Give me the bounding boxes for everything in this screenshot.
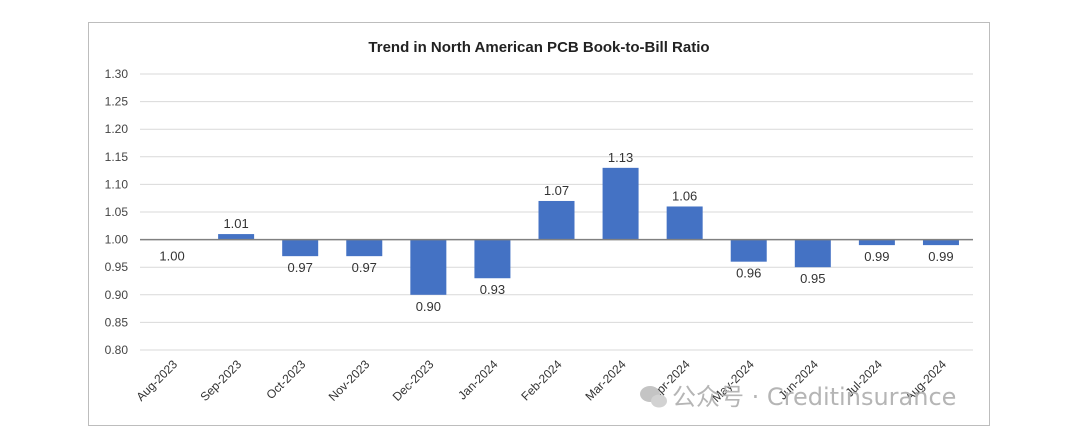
x-tick-label: Feb-2024 xyxy=(518,357,564,403)
data-label: 0.93 xyxy=(480,282,505,297)
x-tick-label: Mar-2024 xyxy=(582,357,628,403)
y-tick-label: 0.90 xyxy=(105,288,129,302)
x-tick-label: Aug-2023 xyxy=(133,357,180,404)
x-tick-label: Oct-2023 xyxy=(264,357,309,402)
data-label: 0.99 xyxy=(928,249,953,264)
bar xyxy=(730,239,767,262)
x-tick-label: Sep-2023 xyxy=(198,357,245,404)
data-label: 0.96 xyxy=(736,266,761,281)
data-label: 1.07 xyxy=(544,183,569,198)
y-tick-label: 0.85 xyxy=(105,315,129,329)
y-tick-label: 1.30 xyxy=(105,67,129,81)
bar xyxy=(410,239,447,295)
bar xyxy=(794,239,831,268)
y-tick-label: 1.25 xyxy=(105,95,129,109)
data-label: 0.97 xyxy=(288,260,313,275)
bar xyxy=(922,239,959,246)
x-tick-label: Nov-2023 xyxy=(326,357,373,404)
bar xyxy=(858,239,895,246)
watermark-text: 公众号 · Creditinsurance xyxy=(672,383,956,411)
x-tick-label: Jan-2024 xyxy=(455,357,501,403)
bar xyxy=(282,239,319,257)
data-label: 1.06 xyxy=(672,188,697,203)
data-label: 0.97 xyxy=(352,260,377,275)
data-labels: 1.00 1.01 0.97 0.97 0.90 0.93 1.07 1.13 1.06 0.96… xyxy=(159,150,953,314)
bar xyxy=(474,239,511,279)
bar xyxy=(538,200,575,240)
data-label: 0.99 xyxy=(864,249,889,264)
bars xyxy=(218,167,959,295)
x-tick-label: Dec-2023 xyxy=(390,357,437,404)
y-tick-label: 0.95 xyxy=(105,260,129,274)
data-label: 1.13 xyxy=(608,150,633,165)
gridlines xyxy=(140,73,973,351)
bar xyxy=(346,239,383,257)
bar xyxy=(218,234,255,240)
watermark: 公众号 · Creditinsurance xyxy=(640,383,956,411)
y-tick-label: 1.00 xyxy=(105,233,129,247)
data-label: 0.95 xyxy=(800,271,825,286)
y-tick-label: 0.80 xyxy=(105,343,129,357)
wechat-icon xyxy=(640,386,667,408)
y-tick-label: 1.15 xyxy=(105,150,129,164)
y-tick-label: 1.05 xyxy=(105,205,129,219)
y-axis: 0.80 0.85 0.90 0.95 1.00 1.05 1.10 1.15 1.20 1.25… xyxy=(105,67,129,357)
data-label: 0.90 xyxy=(416,299,441,314)
chart-title: Trend in North American PCB Book-to-Bill… xyxy=(368,39,709,56)
y-tick-label: 1.10 xyxy=(105,177,129,191)
data-label: 1.00 xyxy=(159,249,184,264)
bar xyxy=(602,167,639,240)
data-label: 1.01 xyxy=(223,216,248,231)
y-tick-label: 1.20 xyxy=(105,122,129,136)
bar xyxy=(666,206,703,240)
